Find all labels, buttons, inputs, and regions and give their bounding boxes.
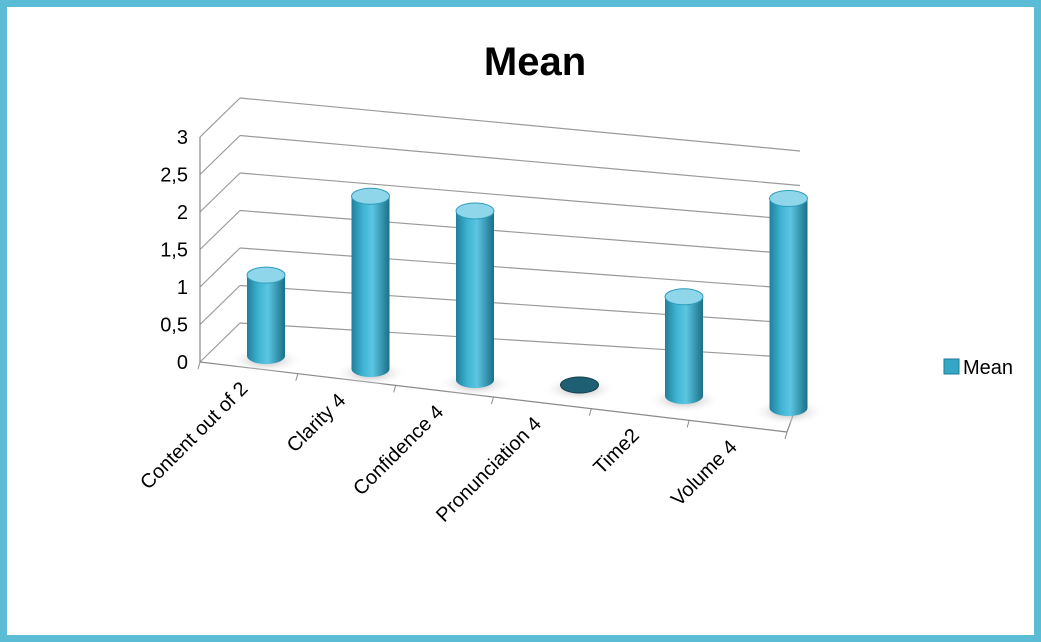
bar-top <box>769 190 808 208</box>
y-tick-label: 1 <box>177 277 188 299</box>
bar-top <box>351 187 390 205</box>
bar <box>246 266 286 364</box>
x-tick-mark <box>295 373 299 381</box>
x-tick-label: Time2 <box>589 424 643 478</box>
bar-body <box>665 296 703 404</box>
bar <box>769 190 808 416</box>
side-gridline <box>199 97 241 138</box>
bar-top <box>246 266 286 284</box>
y-tick-label: 0 <box>177 352 188 374</box>
bar-body <box>247 275 285 364</box>
y-tick-label: 0,5 <box>160 315 188 337</box>
x-tick-label: Content out of 2 <box>136 378 252 494</box>
legend-label: Mean <box>963 357 1013 379</box>
back-gridline <box>239 322 801 359</box>
x-tick-mark <box>588 408 592 416</box>
bar-top <box>455 202 495 220</box>
side-gridline <box>199 322 241 363</box>
side-gridline <box>199 172 241 213</box>
legend: Mean <box>943 357 1013 379</box>
back-gridline <box>239 284 801 325</box>
bars <box>229 187 826 425</box>
side-gridline <box>199 285 241 325</box>
back-gridline <box>239 172 801 221</box>
back-gridline <box>239 247 801 290</box>
bar-body <box>769 198 808 416</box>
back-gridline <box>239 97 801 152</box>
x-tick-mark <box>197 361 201 370</box>
tick-labels: 0 0,5 1 1,5 2 2,5 3 Content out of 2 Clarity 4Co… <box>136 127 741 527</box>
y-tick-label: 2,5 <box>160 165 188 187</box>
bar-body <box>351 196 390 377</box>
legend-swatch <box>943 358 960 375</box>
x-tick-mark <box>784 431 788 440</box>
bar <box>455 202 495 388</box>
x-tick-label: Pronunciation 4 <box>432 413 546 527</box>
bar <box>351 187 390 377</box>
back-gridline <box>239 134 801 187</box>
back-gridline <box>239 209 801 256</box>
bar <box>664 288 704 404</box>
chart-title: Mean <box>484 40 586 84</box>
gridlines <box>199 97 801 363</box>
x-tick-mark <box>393 385 397 393</box>
bar-body <box>456 210 494 388</box>
y-tick-label: 1,5 <box>160 240 188 262</box>
y-tick-label: 3 <box>177 127 188 149</box>
x-tick-mark <box>686 420 690 428</box>
x-tick-label: Volume 4 <box>667 436 742 511</box>
bar-top <box>664 288 704 306</box>
x-tick-mark <box>491 396 494 405</box>
bar <box>560 376 599 394</box>
x-tick-label: Confidence 4 <box>349 401 448 500</box>
side-gridline <box>199 247 241 288</box>
x-tick-label: Clarity 4 <box>283 389 350 456</box>
side-gridline <box>199 210 241 250</box>
y-tick-label: 2 <box>177 202 188 224</box>
side-gridline <box>199 135 241 175</box>
